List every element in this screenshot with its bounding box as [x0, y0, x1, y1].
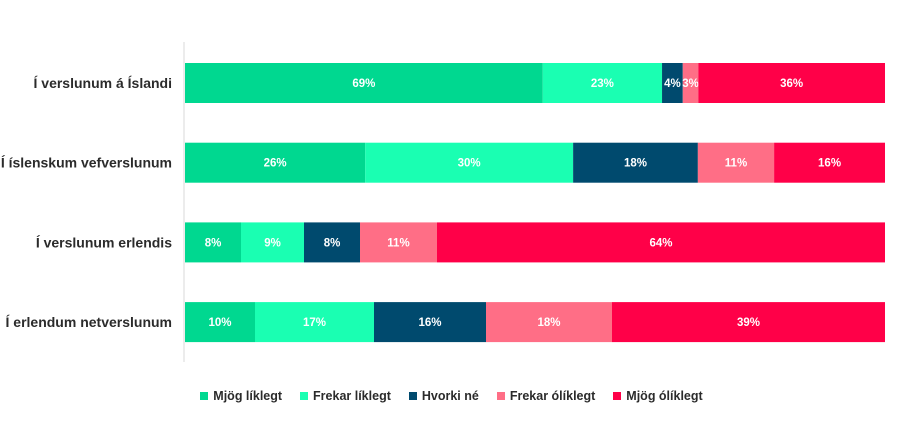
legend-label: Frekar líklegt: [313, 389, 391, 403]
data-label: 69%: [352, 78, 375, 90]
bar-segment: [365, 142, 574, 183]
legend-item: Mjög ólíklegt: [613, 389, 703, 403]
data-label: 23%: [591, 78, 614, 90]
bars: 69% 23% 4% 3% 36% 26% 30% 18% 11% 16% 8% 9% 8% 11% 64%…: [185, 63, 885, 343]
category-label: Í verslunum á Íslandi: [34, 75, 173, 91]
legend-swatch: [408, 392, 417, 400]
category-label: Í íslenskum vefverslunum: [1, 155, 172, 171]
legend-label: Mjög ólíklegt: [626, 389, 703, 403]
bar-segment: [304, 222, 360, 263]
bar-segment: [682, 63, 699, 103]
data-label: 10%: [208, 317, 231, 329]
bar-segment: [241, 222, 304, 263]
data-label: 17%: [303, 317, 326, 329]
data-label: 18%: [624, 158, 647, 170]
legend-item: Frekar ólíklegt: [496, 389, 596, 403]
data-label: 11%: [387, 237, 409, 249]
bar-segment: [698, 63, 885, 103]
data-label: 3%: [682, 78, 699, 90]
bar-segment: [437, 222, 885, 263]
legend-swatch: [613, 392, 622, 400]
category-labels: Í verslunum á Íslandi Í íslenskum vefvers…: [1, 75, 172, 330]
data-label: 36%: [780, 78, 803, 90]
bar-segment: [374, 302, 486, 343]
bar-segment: [185, 302, 255, 343]
legend-label: Mjög líklegt: [213, 389, 283, 403]
data-label: 16%: [418, 317, 441, 329]
data-label: 39%: [737, 317, 760, 329]
legend-swatch: [496, 392, 505, 400]
stacked-bar-chart: Í verslunum á Íslandi Í íslenskum vefvers…: [1, 42, 885, 362]
data-label: 9%: [264, 237, 281, 249]
legend-item: Mjög líklegt: [200, 389, 282, 403]
legend-label: Frekar ólíklegt: [509, 389, 596, 403]
data-label: 64%: [649, 237, 672, 249]
legend: Mjög líklegt Frekar líklegt Hvorki né Freka…: [0, 389, 903, 403]
category-label: Í erlendum netverslunum: [6, 314, 172, 330]
bar-segment: [185, 63, 543, 103]
data-label: 8%: [205, 237, 222, 249]
data-label: 30%: [458, 158, 481, 170]
bar-segment: [573, 142, 698, 183]
bar-segment: [185, 222, 241, 263]
legend-label: Hvorki né: [421, 389, 479, 403]
bar-segment: [662, 63, 683, 103]
bar-segment: [542, 63, 663, 103]
data-label: 26%: [264, 158, 287, 170]
category-label: Í verslunum erlendis: [36, 234, 172, 250]
bar-segment: [697, 142, 775, 183]
bar-segment: [486, 302, 612, 343]
bar-segment: [612, 302, 885, 343]
data-label: 11%: [725, 158, 747, 170]
bar-segment: [255, 302, 374, 343]
bar-segment: [185, 142, 366, 183]
data-label: 18%: [537, 317, 560, 329]
data-label: 8%: [324, 237, 341, 249]
bar-segment: [360, 222, 437, 263]
bar-segment: [774, 142, 885, 183]
data-label: 4%: [664, 78, 681, 90]
legend-swatch: [200, 392, 209, 400]
legend-swatch: [300, 392, 309, 400]
legend-item: Hvorki né: [408, 389, 479, 403]
legend-item: Frekar líklegt: [300, 389, 391, 403]
data-label: 16%: [818, 158, 841, 170]
